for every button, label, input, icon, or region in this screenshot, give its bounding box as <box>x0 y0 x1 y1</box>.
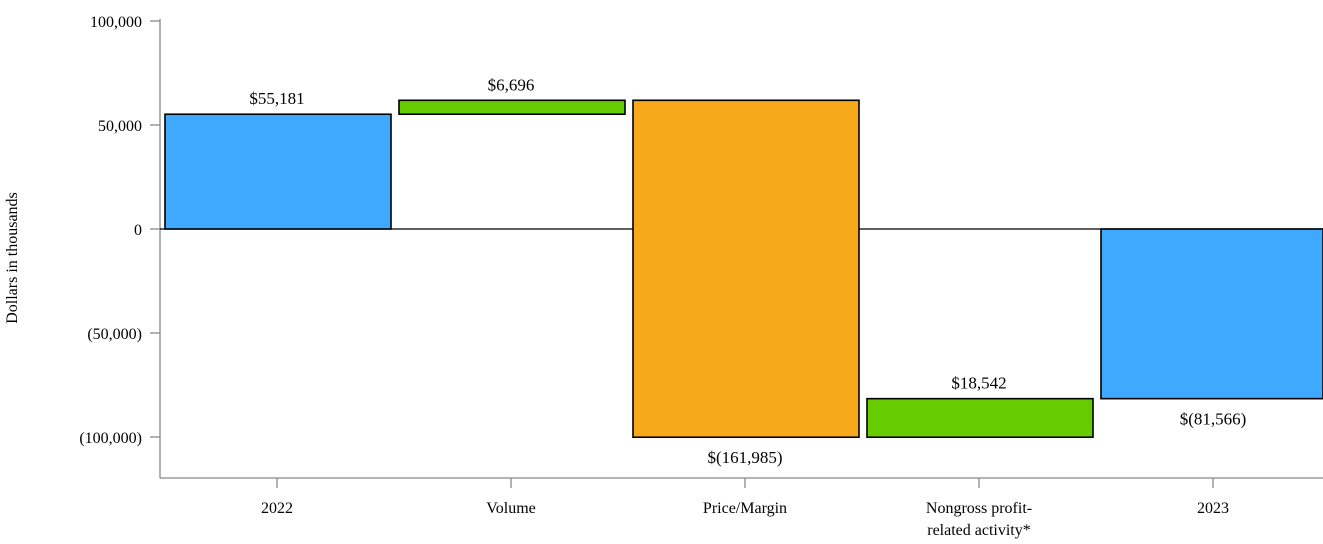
y-tick-label: (50,000) <box>87 326 142 343</box>
y-tick-label: 0 <box>134 222 142 239</box>
data-labels: $55,181 $6,696 $(161,985) $18,542 $(81,566) <box>249 75 1246 467</box>
bar-1 <box>398 99 626 116</box>
x-tick-label: Volume <box>486 500 535 517</box>
data-label: $55,181 <box>249 89 304 108</box>
bar-4 <box>1100 228 1323 400</box>
bar-3 <box>866 397 1094 439</box>
bar-2 <box>632 99 860 439</box>
y-axis-title: Dollars in thousands <box>4 192 21 324</box>
y-axis: 100,000 50,000 0 (50,000) (100,000) <box>79 14 161 478</box>
data-label: $(161,985) <box>707 448 782 467</box>
y-tick-label: 100,000 <box>90 14 142 31</box>
x-tick-label: Price/Margin <box>703 500 787 517</box>
bar-0 <box>164 113 392 230</box>
x-tick-label: Nongross profit- <box>926 500 1032 517</box>
bars <box>160 99 1323 439</box>
data-label: $18,542 <box>951 374 1006 393</box>
x-tick-label: 2022 <box>261 500 293 517</box>
x-tick-label: related activity* <box>927 522 1031 539</box>
y-tick-label: 50,000 <box>98 118 142 135</box>
x-tick-label: 2023 <box>1197 500 1229 517</box>
y-tick-label: (100,000) <box>79 430 142 447</box>
data-label: $6,696 <box>488 75 535 94</box>
x-axis: 2022 Volume Price/Margin Nongross profit-re… <box>160 477 1323 539</box>
data-label: $(81,566) <box>1180 410 1247 429</box>
